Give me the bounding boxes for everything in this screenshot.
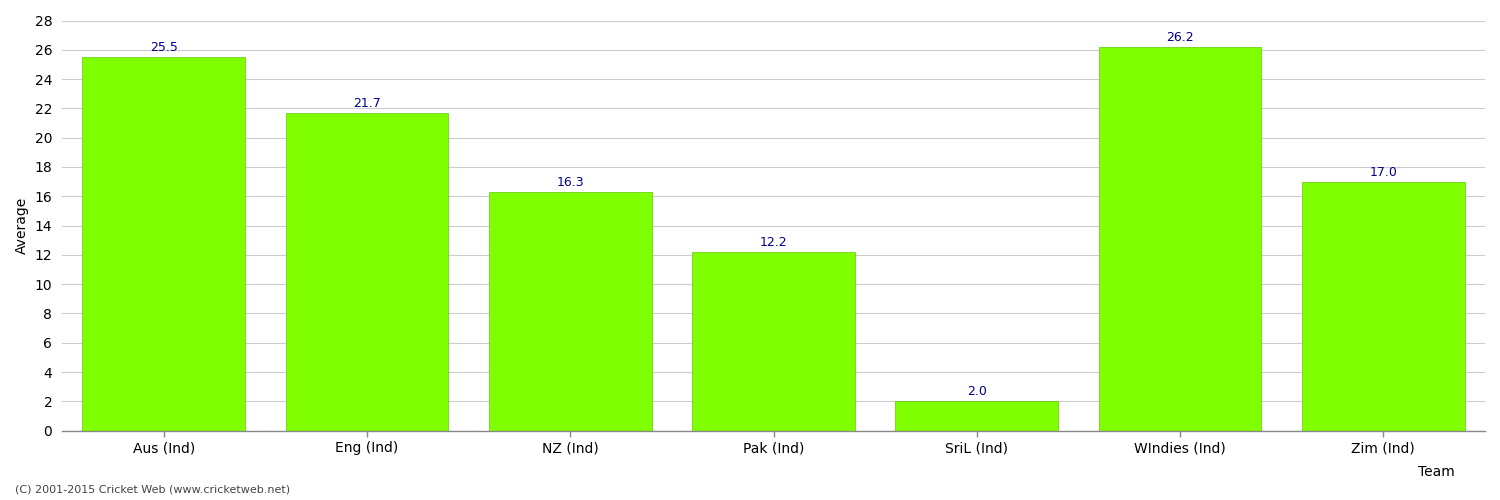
Text: Team: Team	[1419, 465, 1455, 479]
Text: 25.5: 25.5	[150, 41, 177, 54]
Bar	[82, 57, 245, 430]
Text: 16.3: 16.3	[556, 176, 584, 189]
Text: 21.7: 21.7	[352, 97, 381, 110]
Y-axis label: Average: Average	[15, 197, 28, 254]
Text: 26.2: 26.2	[1167, 31, 1194, 44]
Text: 2.0: 2.0	[968, 386, 987, 398]
Text: 17.0: 17.0	[1370, 166, 1398, 178]
Bar	[692, 252, 855, 430]
Text: (C) 2001-2015 Cricket Web (www.cricketweb.net): (C) 2001-2015 Cricket Web (www.cricketwe…	[15, 485, 290, 495]
Bar	[896, 402, 1058, 430]
Text: 12.2: 12.2	[759, 236, 788, 249]
Bar	[1302, 182, 1464, 430]
Bar	[285, 113, 448, 430]
Bar	[1100, 47, 1262, 430]
Bar	[489, 192, 651, 430]
